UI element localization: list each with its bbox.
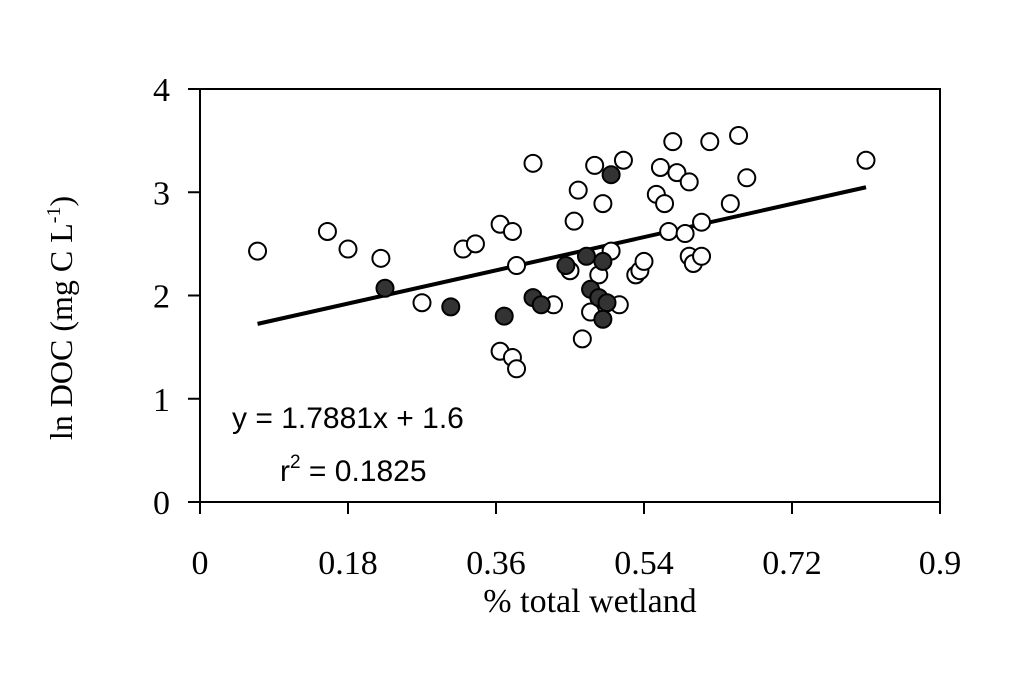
y-tick-label: 4 [153,72,170,109]
filled-data-point [597,293,617,313]
y-axis-ticks: 0 1 2 3 4 [153,72,200,522]
open-data-point [663,132,683,152]
open-data-point [568,180,588,200]
x-tick-label: 0.72 [762,545,822,582]
open-data-point [523,153,543,173]
open-data-point [507,359,527,379]
data-points [248,125,876,379]
filled-data-point [556,256,576,276]
filled-data-point [576,246,596,266]
open-data-point [650,157,670,177]
filled-data-point [531,295,551,315]
open-data-point [659,221,679,241]
open-data-point [593,194,613,214]
open-data-point [856,150,876,170]
r2-sup: 2 [290,452,301,473]
y-tick-label: 0 [153,485,170,522]
open-data-point [412,293,432,313]
open-data-point [564,211,584,231]
open-data-point [634,251,654,271]
filled-data-point [494,306,514,326]
open-data-point [502,221,522,241]
open-data-point [667,163,687,183]
filled-data-point [441,297,461,317]
filled-data-point [375,278,395,298]
x-tick-label: 0.36 [466,545,526,582]
axes [199,88,941,503]
r2-base: r [280,455,290,488]
r2-rest: = 0.1825 [301,455,427,488]
open-data-point [248,241,268,261]
open-data-point [338,239,358,259]
x-tick-label: 0.9 [919,545,962,582]
plot-frame [199,88,941,503]
x-tick-label: 0.54 [614,545,674,582]
filled-data-point [593,309,613,329]
trendline-group [257,185,867,326]
y-tick-label: 2 [153,279,170,316]
open-data-point [675,224,695,244]
open-data-point [613,150,633,170]
open-data-point [679,172,699,192]
x-tick-label: 0.18 [318,545,378,582]
open-data-point [720,194,740,214]
open-data-point [371,248,391,268]
x-axis-ticks: 0 0.18 0.36 0.54 0.72 0.9 [192,502,962,582]
x-tick-label: 0 [192,545,209,582]
r2-annotation: r2 = 0.1825 [280,452,427,488]
open-data-point [585,155,605,175]
x-axis-label: % total wetland [483,583,696,620]
open-data-point [729,125,749,145]
y-axis-label-main: ln DOC (mg C L [43,223,79,440]
equation-annotation: y = 1.7881x + 1.6 [232,402,464,435]
open-data-point [507,256,527,276]
open-data-point [692,246,712,266]
y-axis-label-sup: -1 [43,207,65,224]
open-data-point [700,132,720,152]
open-data-point [737,168,757,188]
y-axis-label-end: ) [43,196,79,207]
y-axis-label: ln DOC (mg C L-1) [43,196,79,440]
open-data-point [692,212,712,232]
open-data-point [655,194,675,214]
open-data-point [465,234,485,254]
open-data-point [317,221,337,241]
y-tick-label: 3 [153,175,170,212]
y-tick-label: 1 [153,382,170,419]
trendline [257,185,867,326]
filled-data-point [593,251,613,271]
open-data-point [572,329,592,349]
filled-data-point [601,165,621,185]
